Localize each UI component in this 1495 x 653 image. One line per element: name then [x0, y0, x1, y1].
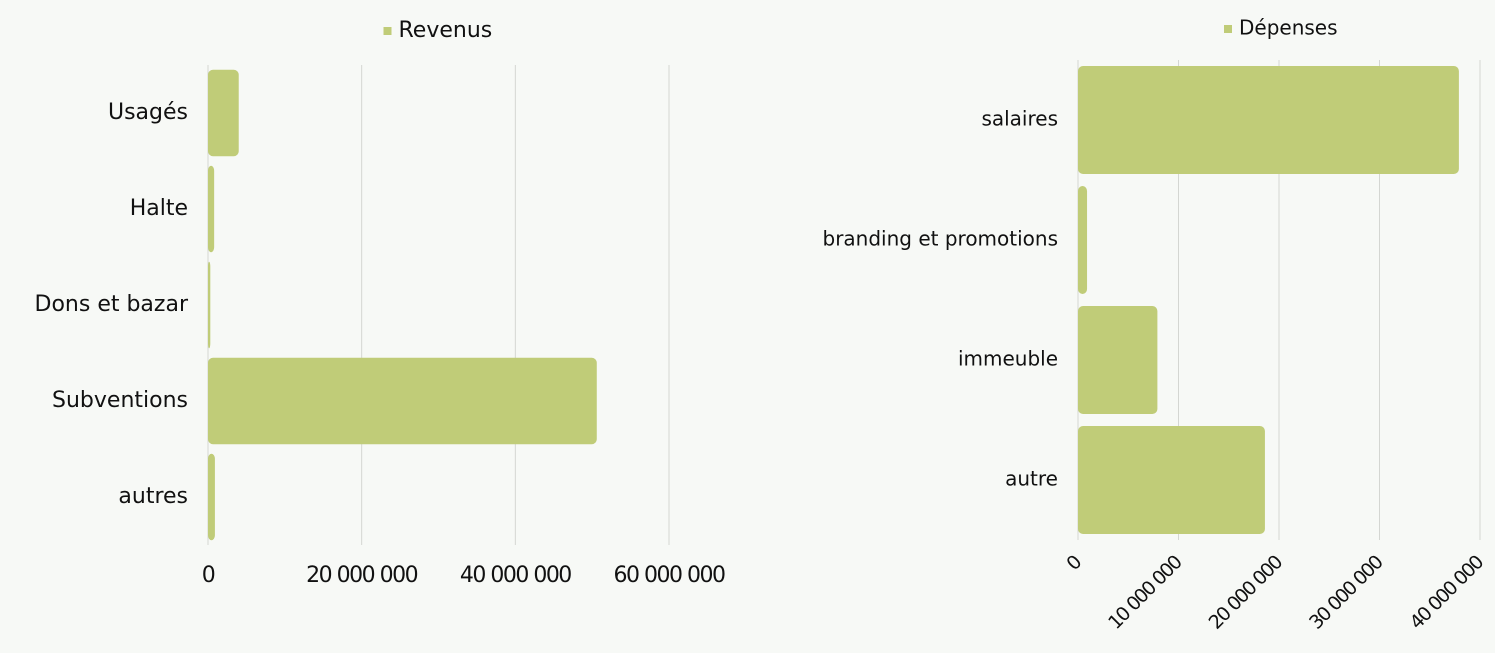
y-tick-label: Halte	[130, 196, 188, 221]
x-tick-label: 20 000 000	[1205, 552, 1287, 634]
y-tick-label: Dons et bazar	[35, 292, 189, 317]
legend-swatch	[1224, 25, 1232, 33]
x-tick-label: 40 000 000	[460, 563, 571, 588]
x-tick-label: 0	[1062, 552, 1085, 575]
y-tick-label: salaires	[981, 107, 1058, 131]
x-tick-label: 30 000 000	[1305, 552, 1387, 634]
y-tick-label: immeuble	[958, 347, 1058, 371]
legend-label: Dépenses	[1239, 16, 1338, 40]
x-tick-label: 60 000 000	[614, 563, 725, 588]
x-tick-label: 10 000 000	[1104, 552, 1186, 634]
bar	[1078, 186, 1088, 294]
bar	[208, 357, 597, 445]
legend-label: Revenus	[399, 18, 493, 43]
y-tick-label: autres	[118, 484, 188, 509]
bar	[1078, 66, 1459, 174]
bar	[208, 453, 215, 541]
y-tick-label: branding et promotions	[823, 227, 1059, 251]
bar	[1078, 426, 1265, 534]
bar	[208, 69, 239, 157]
bar	[208, 165, 215, 253]
y-tick-label: Subventions	[52, 388, 188, 413]
bar	[1078, 306, 1158, 414]
x-tick-label: 20 000 000	[306, 563, 417, 588]
bar	[208, 261, 211, 349]
y-tick-label: Usagés	[108, 100, 188, 125]
y-tick-label: autre	[1005, 467, 1058, 491]
legend-swatch	[383, 27, 392, 35]
x-tick-label: 0	[202, 563, 215, 588]
x-tick-label: 40 000 000	[1406, 552, 1488, 634]
